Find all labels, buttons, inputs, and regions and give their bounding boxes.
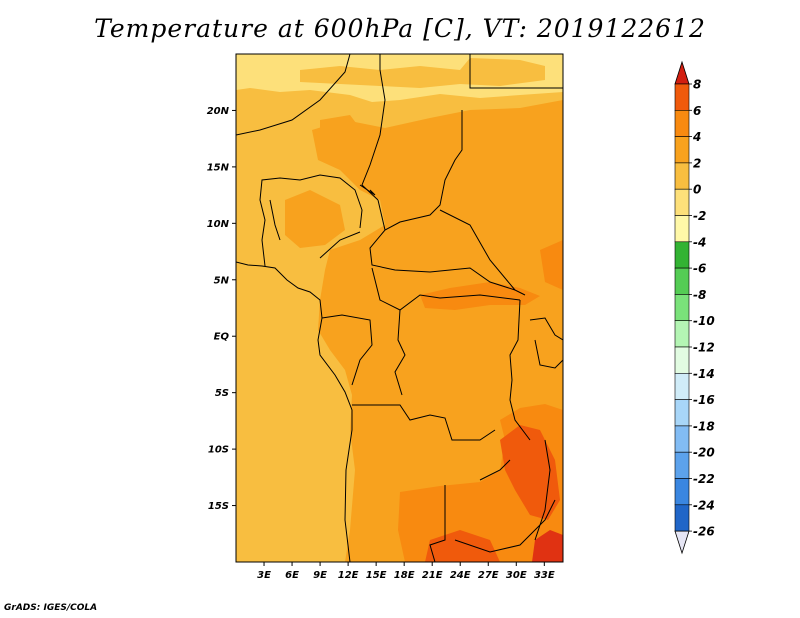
colorbar-band <box>674 136 690 164</box>
country-borders <box>236 54 563 562</box>
y-tick-label: 5S <box>215 388 229 399</box>
map-title: Temperature at 600hPa [C], VT: 201912261… <box>94 14 706 43</box>
colorbar-label: -10 <box>693 314 715 328</box>
temperature-field <box>236 54 563 562</box>
colorbar: 8 6 4 2 0 -2 -4 -6 -8 -10 -12 -14 -16 -18 -20 -22 -24 -26 <box>674 60 715 555</box>
map-frame <box>235 53 564 563</box>
colorbar-label: -18 <box>693 419 715 433</box>
colorbar-label: -6 <box>693 262 706 276</box>
x-tick-label: 27E <box>478 570 499 581</box>
x-axis: 3E 6E 9E 12E 15E 18E 21E 24E 27E 30E 33E <box>257 562 555 581</box>
field-2-4-west-patch <box>285 190 345 248</box>
colorbar-band <box>674 372 690 400</box>
colorbar-band <box>674 294 690 321</box>
colorbar-band <box>674 188 690 216</box>
colorbar-band <box>674 267 690 295</box>
colorbar-label: 6 <box>693 104 701 118</box>
y-tick-label: 20N <box>207 106 230 117</box>
field-8-plus <box>532 530 563 562</box>
colorbar-band <box>674 478 690 506</box>
y-tick-label: 10N <box>207 219 230 230</box>
y-tick-label: 15S <box>208 501 229 512</box>
y-axis: 20N 15N 10N 5N EQ 5S 10S 15S <box>207 106 236 512</box>
field-6-8 <box>500 425 560 520</box>
y-tick-label: 5N <box>214 275 230 286</box>
colorbar-label: 0 <box>693 183 701 197</box>
colorbar-band <box>674 83 690 111</box>
field-4-6-central-band <box>420 282 540 310</box>
colorbar-band <box>674 320 690 348</box>
y-tick-label: 15N <box>207 162 230 173</box>
field-4-6-east-edge <box>540 240 563 290</box>
colorbar-label: -22 <box>693 472 715 486</box>
y-tick-label: EQ <box>214 332 230 343</box>
colorbar-top-arrow <box>674 60 690 85</box>
x-tick-label: 30E <box>506 570 527 581</box>
colorbar-label: -14 <box>693 367 715 381</box>
colorbar-band <box>674 399 690 427</box>
x-tick-label: 9E <box>313 570 327 581</box>
colorbar-label: -20 <box>693 446 715 460</box>
x-tick-label: 21E <box>422 570 443 581</box>
x-tick-label: 18E <box>394 570 415 581</box>
colorbar-label: 4 <box>692 130 701 144</box>
x-tick-label: 33E <box>534 570 555 581</box>
colorbar-label: -4 <box>693 235 706 249</box>
colorbar-band <box>674 241 690 269</box>
colorbar-label: -26 <box>693 525 715 539</box>
colorbar-band <box>674 162 690 190</box>
colorbar-band <box>674 110 690 137</box>
colorbar-label: 2 <box>693 156 701 170</box>
colorbar-label: -12 <box>693 341 715 355</box>
field-2-4 <box>312 100 563 562</box>
y-tick-label: 10S <box>208 445 229 456</box>
x-tick-label: 6E <box>285 570 299 581</box>
x-tick-label: 15E <box>366 570 387 581</box>
field-6-8-south-patch <box>425 530 500 562</box>
field-2-4-north-patch <box>320 115 365 150</box>
colorbar-label: 8 <box>693 78 701 92</box>
colorbar-band <box>674 425 690 453</box>
colorbar-label: -8 <box>693 288 706 302</box>
x-tick-label: 24E <box>450 570 471 581</box>
colorbar-band <box>674 504 690 532</box>
credit-label: GrADS: IGES/COLA <box>4 603 98 613</box>
colorbar-band <box>674 215 690 243</box>
colorbar-label: -16 <box>693 393 715 407</box>
field-neg2-0-north-hole <box>300 58 545 88</box>
colorbar-band <box>674 346 690 374</box>
colorbar-bottom-arrow <box>674 530 690 555</box>
colorbar-band <box>674 451 690 479</box>
x-tick-label: 12E <box>338 570 359 581</box>
colorbar-label: -24 <box>693 498 715 512</box>
x-tick-label: 3E <box>257 570 271 581</box>
colorbar-label: -2 <box>693 209 706 223</box>
